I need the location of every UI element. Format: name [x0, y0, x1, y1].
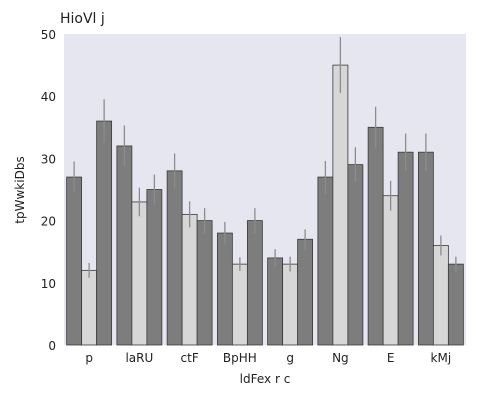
- bar-g-series-3: [297, 238, 314, 346]
- bar-p-series-3: [96, 120, 113, 346]
- x-tick-label: E: [387, 351, 395, 365]
- bar-E-series-3: [397, 151, 414, 346]
- bar-Ng-series-2: [332, 64, 349, 346]
- y-tick-label: 40: [41, 90, 56, 104]
- y-tick-label: 50: [41, 28, 56, 42]
- y-axis-label: tpWwkiDbs: [13, 156, 27, 223]
- x-tick-label: g: [286, 351, 294, 365]
- bar-p-series-2: [81, 269, 98, 346]
- bar-laRU-series-2: [131, 201, 148, 346]
- bar-Ng-series-3: [347, 164, 364, 346]
- bar-BpHH-series-3: [246, 220, 263, 346]
- y-tick-label: 10: [41, 277, 56, 291]
- bar-kMj-series-1: [417, 151, 434, 346]
- y-tick-label: 20: [41, 215, 56, 229]
- bar-kMj-series-3: [447, 263, 464, 346]
- bar-g-series-1: [267, 257, 284, 346]
- bar-BpHH-series-2: [231, 263, 248, 346]
- bar-ctF-series-3: [196, 220, 213, 346]
- bar-ctF-series-1: [166, 170, 183, 346]
- bars-layer: [66, 37, 464, 346]
- x-tick-label: ctF: [181, 351, 199, 365]
- x-tick-label: laRU: [125, 351, 153, 365]
- bar-E-series-1: [367, 126, 384, 346]
- bar-E-series-2: [382, 195, 399, 346]
- bar-ctF-series-2: [181, 213, 198, 346]
- y-tick-label: 30: [41, 152, 56, 166]
- bar-p-series-1: [66, 176, 83, 346]
- x-tick-label: BpHH: [223, 351, 257, 365]
- x-tick-label: kMj: [431, 351, 452, 365]
- x-axis-label: ldFex r c: [240, 372, 291, 386]
- bar-laRU-series-3: [146, 189, 163, 346]
- y-axis-ticks: 0 10 20 30 40 50: [41, 28, 56, 353]
- x-tick-label: p: [85, 351, 93, 365]
- bar-laRU-series-1: [116, 145, 133, 346]
- bar-kMj-series-2: [432, 245, 449, 346]
- bar-Ng-series-1: [317, 176, 334, 346]
- y-tick-label: 0: [48, 339, 56, 353]
- x-tick-label: Ng: [332, 351, 349, 365]
- bar-g-series-2: [282, 263, 299, 346]
- chart-title: HioVl j: [60, 11, 105, 27]
- bar-BpHH-series-1: [216, 232, 233, 346]
